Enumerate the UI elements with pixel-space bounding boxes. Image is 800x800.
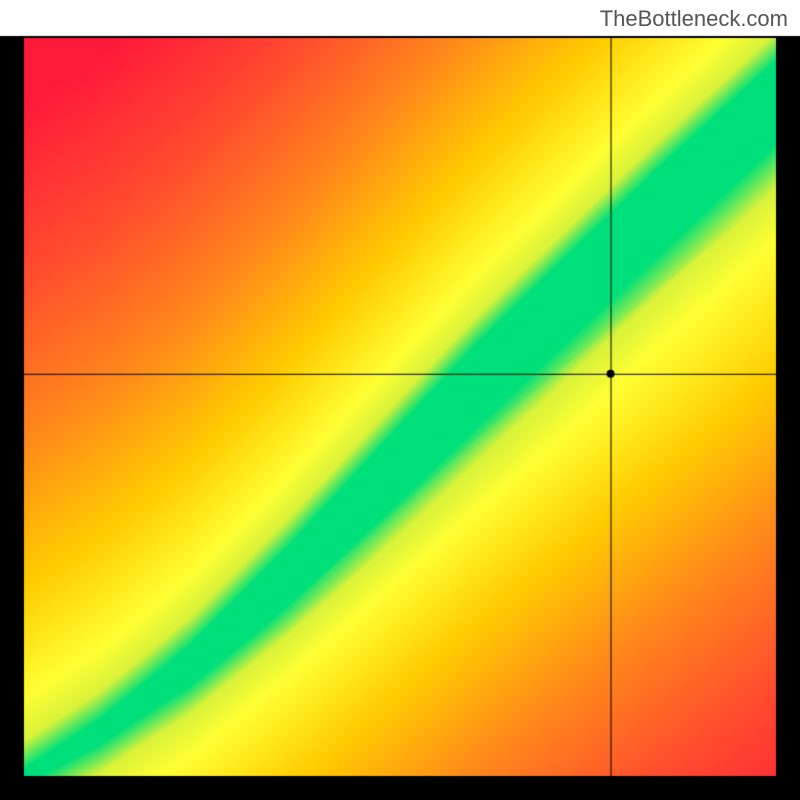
- watermark-text: TheBottleneck.com: [600, 6, 788, 32]
- chart-container: TheBottleneck.com: [0, 0, 800, 800]
- heatmap-canvas: [0, 0, 800, 800]
